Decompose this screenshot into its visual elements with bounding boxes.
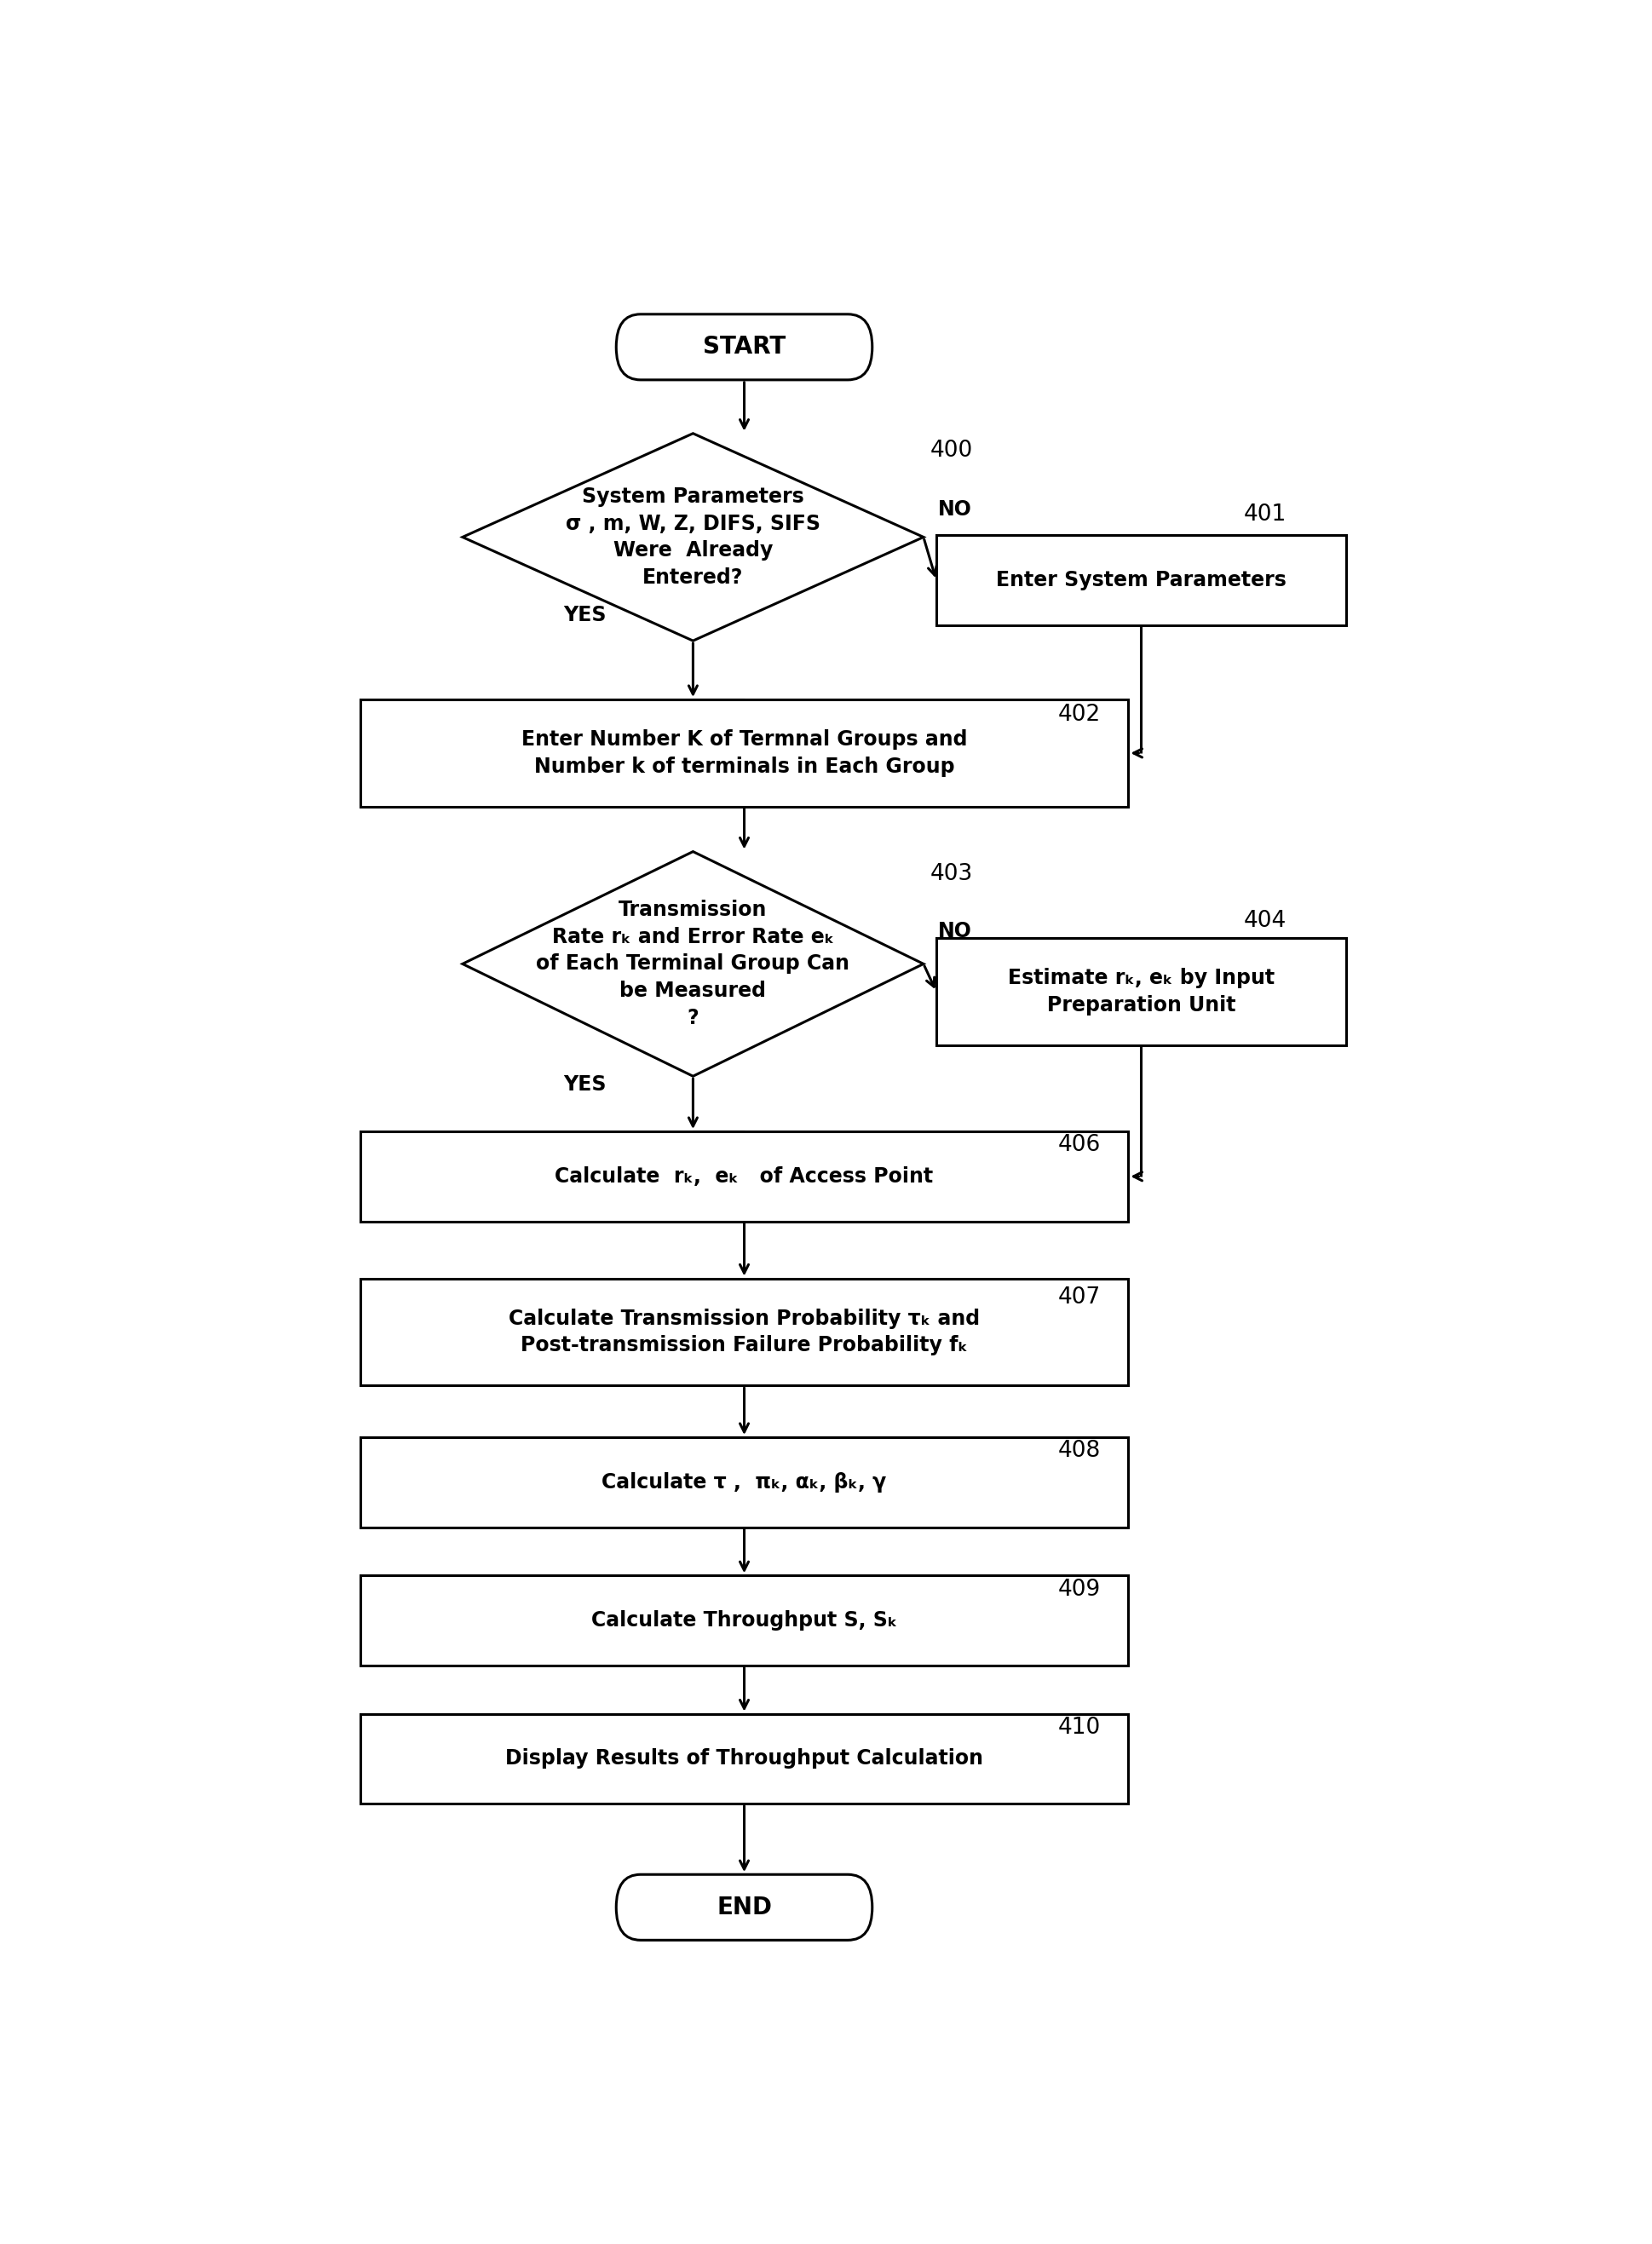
- Text: 409: 409: [1057, 1578, 1100, 1600]
- Polygon shape: [463, 850, 923, 1077]
- Bar: [937, 536, 1346, 626]
- Text: 404: 404: [1244, 909, 1287, 931]
- Text: Enter Number K of Termnal Groups and
Number k of terminals in Each Group: Enter Number K of Termnal Groups and Num…: [522, 729, 966, 776]
- Text: Transmission
Rate rₖ and Error Rate eₖ
of Each Terminal Group Can
be Measured
?: Transmission Rate rₖ and Error Rate eₖ o…: [537, 900, 849, 1028]
- Text: 401: 401: [1244, 503, 1287, 525]
- Text: Calculate  rₖ,  eₖ   of Access Point: Calculate rₖ, eₖ of Access Point: [555, 1167, 933, 1187]
- Bar: [360, 1279, 1128, 1385]
- Bar: [360, 700, 1128, 806]
- Text: 403: 403: [930, 864, 973, 884]
- FancyBboxPatch shape: [616, 1874, 872, 1941]
- Text: YES: YES: [563, 604, 606, 626]
- Bar: [360, 1575, 1128, 1665]
- Text: END: END: [717, 1896, 771, 1919]
- Text: 400: 400: [930, 440, 973, 462]
- Text: 402: 402: [1057, 705, 1100, 727]
- Text: START: START: [702, 334, 786, 359]
- Text: 406: 406: [1057, 1133, 1100, 1156]
- Text: 407: 407: [1057, 1286, 1100, 1308]
- FancyBboxPatch shape: [616, 314, 872, 379]
- Bar: [360, 1714, 1128, 1804]
- Bar: [937, 938, 1346, 1046]
- Bar: [360, 1438, 1128, 1528]
- Text: NO: NO: [938, 498, 971, 521]
- Text: Display Results of Throughput Calculation: Display Results of Throughput Calculatio…: [506, 1748, 983, 1768]
- Text: Calculate Throughput S, Sₖ: Calculate Throughput S, Sₖ: [591, 1611, 897, 1631]
- Text: System Parameters
σ , m, W, Z, DIFS, SIFS
Were  Already
Entered?: System Parameters σ , m, W, Z, DIFS, SIF…: [565, 487, 821, 588]
- Text: 410: 410: [1057, 1717, 1100, 1739]
- Text: Enter System Parameters: Enter System Parameters: [996, 570, 1287, 590]
- Text: Estimate rₖ, eₖ by Input
Preparation Unit: Estimate rₖ, eₖ by Input Preparation Uni…: [1008, 967, 1274, 1014]
- Text: Calculate τ ,  πₖ, αₖ, βₖ, γ: Calculate τ , πₖ, αₖ, βₖ, γ: [601, 1472, 887, 1492]
- Text: YES: YES: [563, 1075, 606, 1095]
- Text: Calculate Transmission Probability τₖ and
Post-transmission Failure Probability : Calculate Transmission Probability τₖ an…: [509, 1308, 980, 1355]
- Bar: [360, 1131, 1128, 1221]
- Polygon shape: [463, 433, 923, 642]
- Text: NO: NO: [938, 920, 971, 940]
- Text: 408: 408: [1057, 1441, 1100, 1463]
